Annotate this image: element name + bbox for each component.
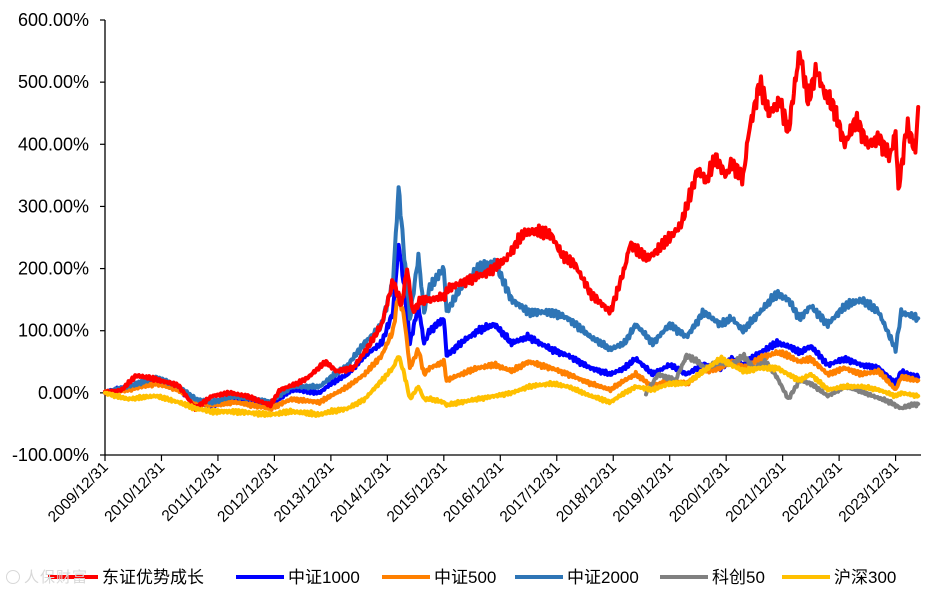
series-line-5 [103,354,921,418]
y-axis-tick-marks [100,19,105,456]
legend-label: 中证2000 [567,568,639,587]
x-tick-label: 2019/12/31 [610,459,677,526]
watermark-logo-icon [6,570,20,584]
legend-label: 中证1000 [288,568,360,587]
y-tick-label: 600.00% [18,10,89,30]
x-tick-label: 2022/12/31 [779,459,846,526]
y-tick-label: 100.00% [18,321,89,341]
y-tick-label: 0.00% [38,383,89,403]
x-tick-label: 2021/12/31 [723,459,790,526]
x-tick-label: 2013/12/31 [271,459,338,526]
series-layer [103,50,921,418]
watermark-text: 人保财富 [24,569,89,586]
x-axis-ticks: 2009/12/312010/12/312011/12/312012/12/31… [45,455,902,526]
series-line-0 [103,50,921,412]
legend: 东证优势成长 中证1000 中证500 中证2000 科创50 沪深300 [48,568,896,587]
y-axis-ticks: 600.00% 500.00% 400.00% 300.00% 200.00% 100.0… [12,10,89,465]
x-tick-label: 2017/12/31 [497,459,564,526]
x-tick-label: 2023/12/31 [836,459,903,526]
legend-label: 中证500 [434,568,496,587]
y-tick-label: 200.00% [18,259,89,279]
y-tick-label: 300.00% [18,196,89,216]
legend-label: 科创50 [712,568,765,587]
x-tick-label: 2020/12/31 [666,459,733,526]
y-tick-label: -100.00% [12,445,89,465]
x-tick-label: 2018/12/31 [553,459,620,526]
y-tick-label: 400.00% [18,134,89,154]
series-line-4 [644,351,921,411]
x-tick-label: 2009/12/31 [45,459,112,526]
watermark: 人保财富 [6,566,88,587]
y-tick-label: 500.00% [18,72,89,92]
legend-label: 沪深300 [834,568,896,587]
x-tick-label: 2012/12/31 [214,459,281,526]
x-tick-label: 2010/12/31 [101,459,168,526]
x-tick-label: 2016/12/31 [440,459,507,526]
legend-label: 东证优势成长 [102,568,204,587]
series-line-2 [103,291,921,412]
x-tick-label: 2015/12/31 [384,459,451,526]
x-tick-label: 2014/12/31 [327,459,394,526]
